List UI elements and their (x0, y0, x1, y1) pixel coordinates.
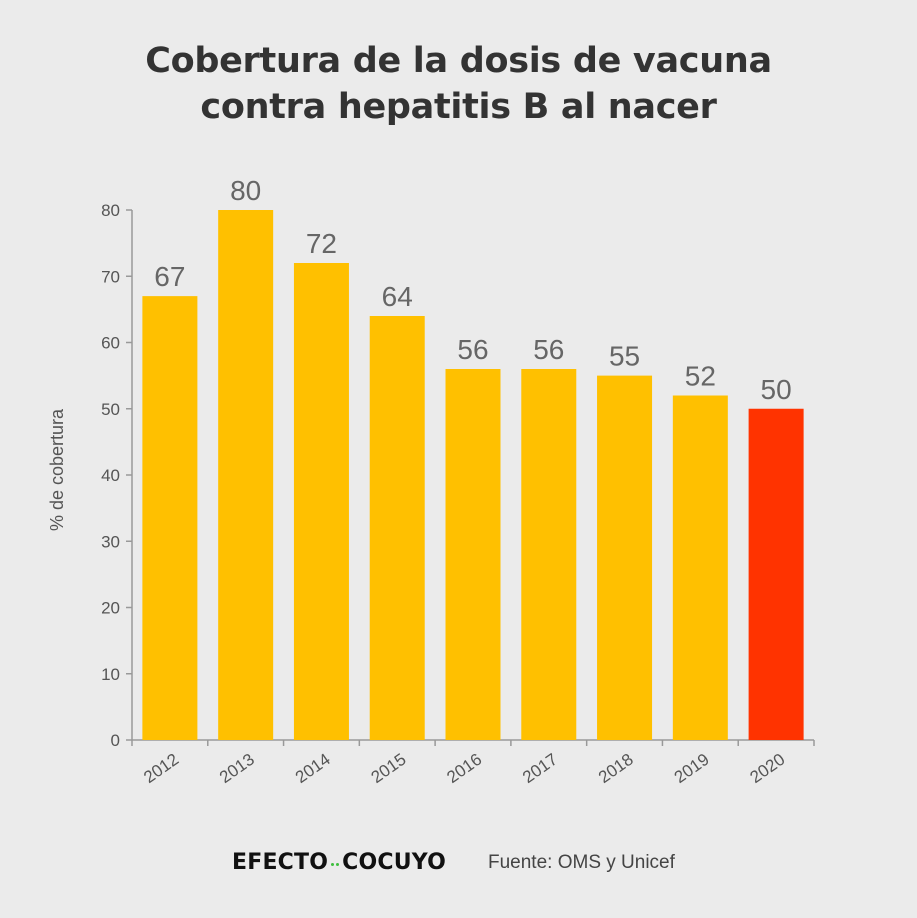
x-tick-label-2012: 2012 (140, 750, 182, 787)
chart-title-line-2: contra hepatitis B al nacer (200, 87, 717, 127)
x-tick-label-2019: 2019 (671, 750, 713, 787)
data-label-2013: 80 (230, 175, 261, 206)
y-axis-label: % de cobertura (47, 408, 67, 531)
x-tick-label-2016: 2016 (443, 750, 485, 787)
data-label-2020: 50 (761, 374, 792, 405)
source-note: Fuente: OMS y Unicef (488, 852, 675, 873)
y-tick-label: 20 (101, 599, 120, 618)
data-label-2012: 67 (154, 261, 185, 292)
y-tick-label: 40 (101, 466, 120, 485)
y-tick-label: 10 (101, 665, 120, 684)
data-label-2016: 56 (457, 334, 488, 365)
y-tick-label: 70 (101, 267, 120, 286)
data-label-2019: 52 (685, 361, 716, 392)
logo-dots-icon (328, 859, 342, 869)
y-tick-label: 60 (101, 334, 120, 353)
bar-2018 (597, 375, 653, 740)
chart-title: Cobertura de la dosis de vacuna contra h… (0, 38, 917, 130)
x-tick-label-2015: 2015 (368, 750, 410, 787)
efecto-cocuyo-logo: EFECTO COCUYO (232, 850, 446, 875)
x-tick-label-2013: 2013 (216, 750, 258, 787)
bar-2017 (521, 369, 577, 740)
bar-2014 (293, 263, 349, 740)
bar-2015 (369, 316, 425, 740)
bar-2020 (748, 408, 804, 740)
data-label-2015: 64 (382, 281, 413, 312)
logo-text-left: EFECTO (232, 850, 329, 875)
data-label-2018: 55 (609, 341, 640, 372)
y-tick-label: 0 (111, 731, 120, 750)
bar-2019 (672, 395, 728, 740)
x-tick-label-2020: 2020 (747, 750, 789, 787)
logo-text-right: COCUYO (342, 850, 447, 875)
chart-bars (142, 210, 804, 740)
chart-title-line-1: Cobertura de la dosis de vacuna (145, 41, 772, 81)
x-tick-label-2014: 2014 (292, 750, 334, 787)
y-tick-label: 80 (101, 201, 120, 220)
data-label-2017: 56 (533, 334, 564, 365)
x-tick-label-2017: 2017 (519, 750, 561, 787)
footer: EFECTO COCUYO Fuente: OMS y Unicef (0, 846, 917, 882)
bar-2013 (218, 210, 274, 740)
data-label-2014: 72 (306, 228, 337, 259)
x-tick-label-2018: 2018 (595, 750, 637, 787)
bar-2012 (142, 296, 198, 740)
y-tick-label: 30 (101, 532, 120, 551)
bar-2016 (445, 369, 501, 740)
chart-axes: 0 10 20 30 40 50 60 70 80 % de cobertura (47, 201, 815, 750)
y-tick-label: 50 (101, 400, 120, 419)
